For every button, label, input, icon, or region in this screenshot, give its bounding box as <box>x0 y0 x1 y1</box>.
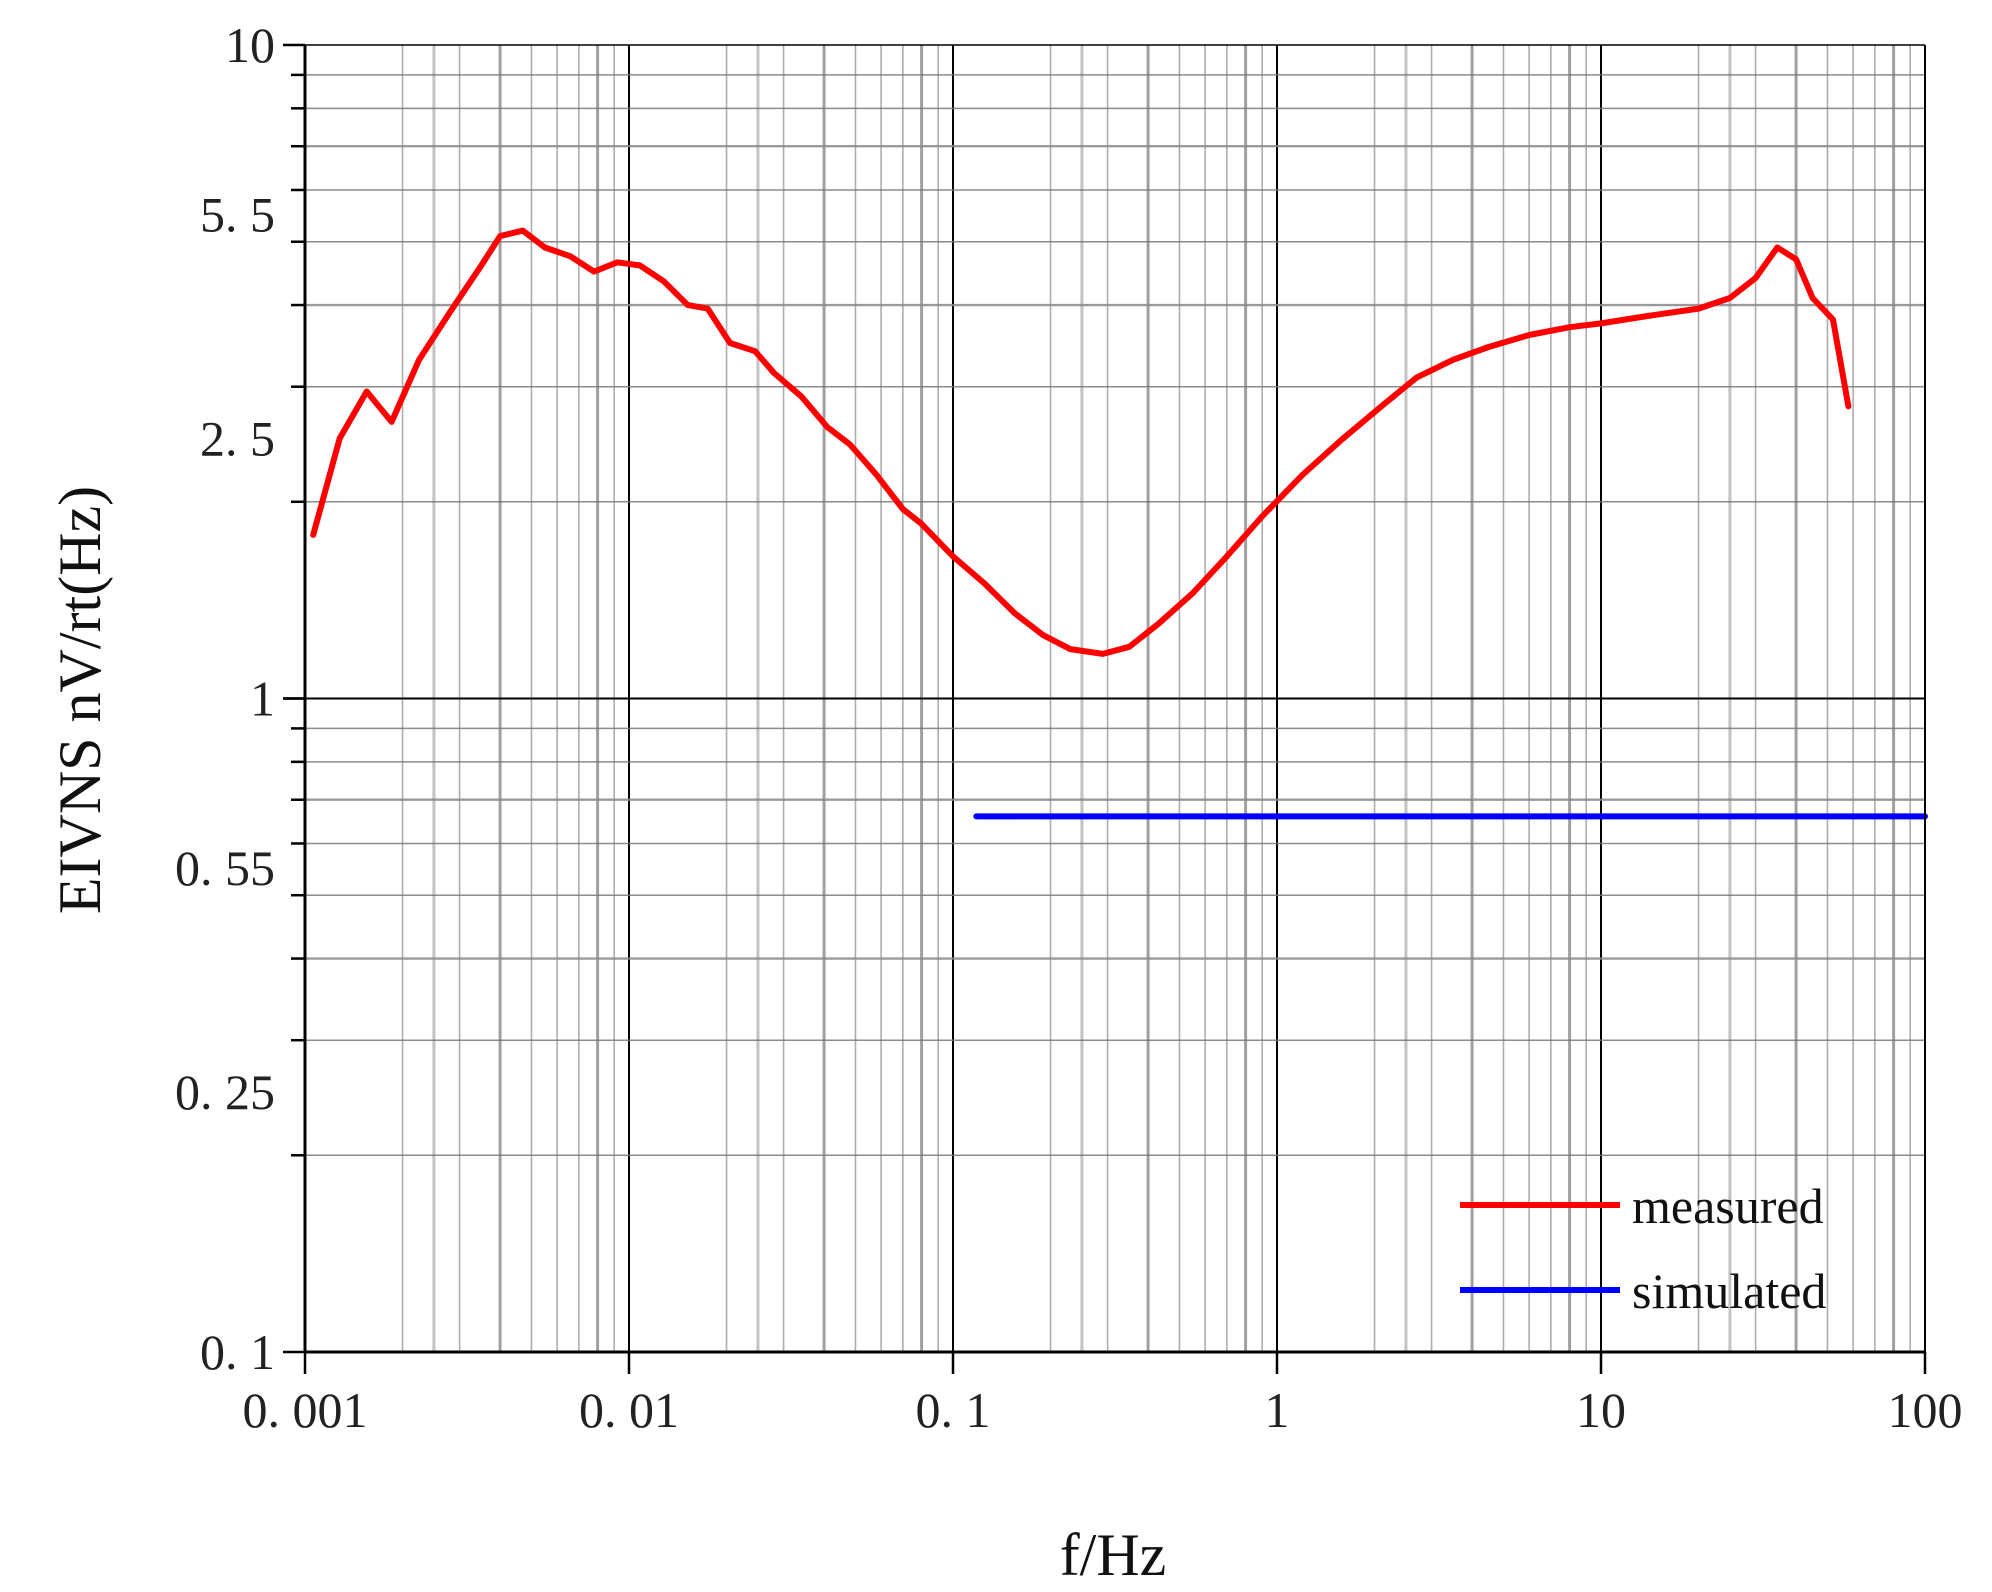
y-tick-label: 2. 5 <box>200 410 275 466</box>
y-tick-labels: 0. 1 0. 25 0. 55 1 2. 5 5. 5 10 <box>175 17 275 1380</box>
x-tick-label: 0. 1 <box>916 1382 991 1438</box>
x-tick-label: 100 <box>1888 1382 1963 1438</box>
legend: measured simulated <box>1460 1178 1826 1319</box>
x-tick-label: 0. 01 <box>579 1382 679 1438</box>
y-tick-label: 0. 55 <box>175 840 275 896</box>
x-tick-labels: 0. 001 0. 01 0. 1 1 10 100 <box>243 1382 1963 1438</box>
y-axis-label: EIVNS nV/rt(Hz) <box>47 486 113 914</box>
y-tick-label: 0. 25 <box>175 1064 275 1120</box>
x-tick-label: 0. 001 <box>243 1382 368 1438</box>
series-line-measured <box>310 227 1852 657</box>
x-tick-label: 1 <box>1265 1382 1290 1438</box>
y-tick-label: 0. 1 <box>200 1324 275 1380</box>
y-tick-label: 10 <box>225 17 275 73</box>
tick-marks <box>283 43 1927 1374</box>
legend-label-simulated: simulated <box>1632 1263 1826 1319</box>
grid-lines <box>305 44 1925 1352</box>
x-axis-label: f/Hz <box>1060 1522 1167 1588</box>
legend-label-measured: measured <box>1632 1178 1824 1234</box>
y-tick-label: 1 <box>250 671 275 727</box>
series-layer <box>310 227 1928 820</box>
x-tick-label: 10 <box>1576 1382 1626 1438</box>
y-tick-label: 5. 5 <box>200 187 275 243</box>
